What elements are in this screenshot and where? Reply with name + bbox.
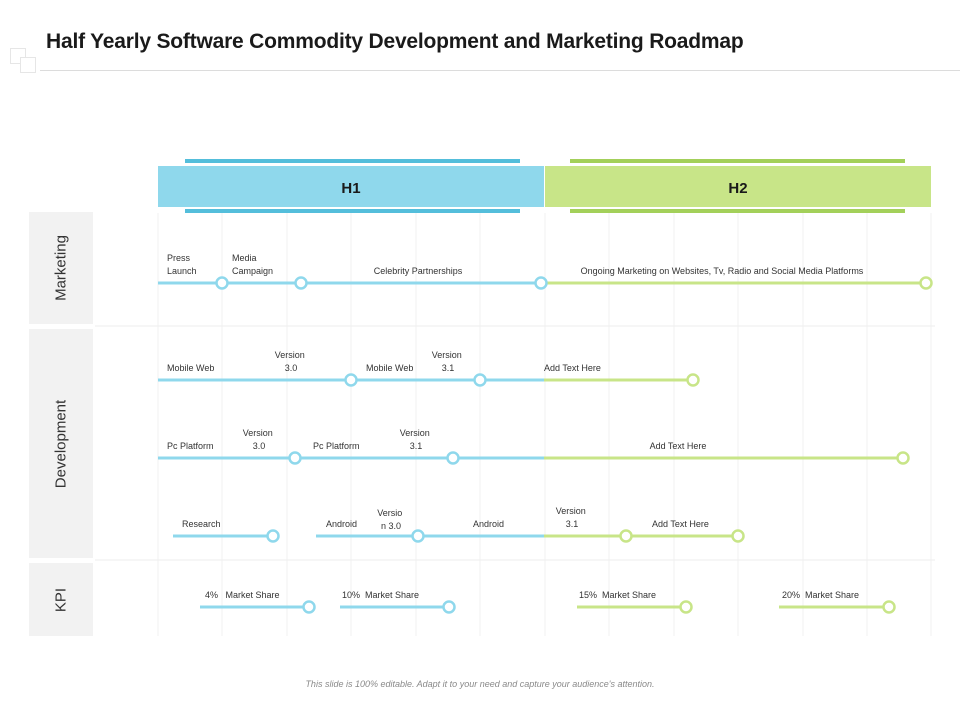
milestone-marker <box>919 276 933 290</box>
h2-top-accent <box>570 159 905 163</box>
milestone-marker <box>473 373 487 387</box>
label-add-text: Add Text Here <box>544 363 601 373</box>
milestone-marker <box>534 276 548 290</box>
milestone-marker <box>686 373 700 387</box>
milestone-marker <box>266 529 280 543</box>
label-media-campaign: Media Campaign <box>232 253 273 276</box>
h1-top-accent <box>185 159 520 163</box>
h2-header <box>545 166 931 207</box>
label-mobile-web: Mobile Web <box>167 363 214 373</box>
h1-header <box>158 166 544 207</box>
row-label-marketing: Marketing <box>29 212 93 324</box>
milestone-marker <box>344 373 358 387</box>
footer-note: This slide is 100% editable. Adapt it to… <box>305 679 655 689</box>
label-kpi-market-share: 20% Market Share <box>782 590 859 600</box>
milestone-marker <box>294 276 308 290</box>
label-kpi-market-share: 10% Market Share <box>342 590 419 600</box>
label-celebrity-partnerships: Celebrity Partnerships <box>374 266 463 276</box>
corner-decoration <box>20 57 36 73</box>
label-version: Versio n 3.0 <box>377 508 405 531</box>
row-label-kpi: KPI <box>29 563 93 636</box>
milestone-marker <box>288 451 302 465</box>
h1-bottom-accent <box>185 209 520 213</box>
row-label-development: Development <box>29 329 93 558</box>
label-pc-platform: Pc Platform <box>167 441 214 451</box>
milestone-marker <box>411 529 425 543</box>
milestone-marker <box>731 529 745 543</box>
milestone-marker <box>896 451 910 465</box>
label-press-launch: Press Launch <box>167 253 197 276</box>
h2-bottom-accent <box>570 209 905 213</box>
milestone-marker <box>302 600 316 614</box>
label-android: Android <box>473 519 504 529</box>
label-pc-platform: Pc Platform <box>313 441 360 451</box>
label-kpi-market-share: 4% Market Share <box>205 590 280 600</box>
label-version: Version 3.0 <box>243 428 276 451</box>
title-divider <box>40 70 960 71</box>
label-version: Version 3.1 <box>400 428 433 451</box>
label-android: Android <box>326 519 357 529</box>
label-kpi-market-share: 15% Market Share <box>579 590 656 600</box>
milestone-marker <box>442 600 456 614</box>
grid-lines <box>157 213 932 636</box>
page-title: Half Yearly Software Commodity Developme… <box>46 30 744 53</box>
label-version: Version 3.1 <box>556 506 589 529</box>
milestone-marker <box>679 600 693 614</box>
milestone-marker <box>619 529 633 543</box>
label-research: Research <box>182 519 221 529</box>
label-ongoing-marketing: Ongoing Marketing on Websites, Tv, Radio… <box>581 266 864 276</box>
milestone-marker <box>882 600 896 614</box>
label-version: Version 3.1 <box>432 350 465 373</box>
milestone-marker <box>446 451 460 465</box>
label-mobile-web: Mobile Web <box>366 363 413 373</box>
label-add-text: Add Text Here <box>652 519 709 529</box>
label-version: Version 3.0 <box>275 350 308 373</box>
milestone-marker <box>215 276 229 290</box>
h1-header-label: H1 <box>341 180 360 197</box>
h2-header-label: H2 <box>728 180 747 197</box>
label-add-text: Add Text Here <box>650 441 707 451</box>
